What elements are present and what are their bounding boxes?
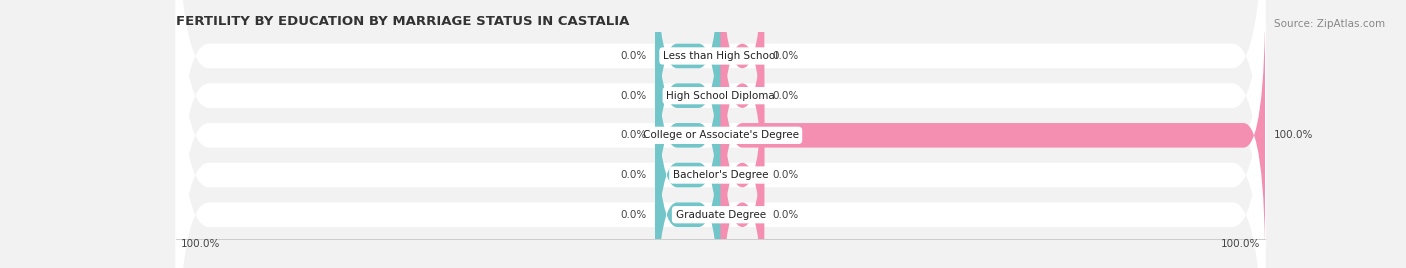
Text: College or Associate's Degree: College or Associate's Degree — [643, 130, 799, 140]
Text: 100.0%: 100.0% — [181, 239, 221, 249]
FancyBboxPatch shape — [721, 68, 765, 268]
Text: 100.0%: 100.0% — [1274, 130, 1313, 140]
FancyBboxPatch shape — [655, 0, 721, 242]
Text: 0.0%: 0.0% — [621, 130, 647, 140]
Text: 0.0%: 0.0% — [772, 91, 799, 101]
Text: 0.0%: 0.0% — [621, 210, 647, 220]
Text: Bachelor's Degree: Bachelor's Degree — [673, 170, 768, 180]
Text: High School Diploma: High School Diploma — [666, 91, 775, 101]
Text: 0.0%: 0.0% — [772, 210, 799, 220]
FancyBboxPatch shape — [721, 29, 765, 268]
FancyBboxPatch shape — [655, 0, 721, 202]
FancyBboxPatch shape — [655, 0, 721, 268]
FancyBboxPatch shape — [176, 0, 1265, 268]
FancyBboxPatch shape — [176, 0, 1265, 268]
FancyBboxPatch shape — [655, 29, 721, 268]
Text: Graduate Degree: Graduate Degree — [675, 210, 766, 220]
Text: 100.0%: 100.0% — [1220, 239, 1260, 249]
Text: FERTILITY BY EDUCATION BY MARRIAGE STATUS IN CASTALIA: FERTILITY BY EDUCATION BY MARRIAGE STATU… — [176, 15, 628, 28]
FancyBboxPatch shape — [176, 0, 1265, 268]
Text: 0.0%: 0.0% — [772, 51, 799, 61]
Text: 0.0%: 0.0% — [621, 170, 647, 180]
FancyBboxPatch shape — [721, 0, 765, 202]
Text: Less than High School: Less than High School — [664, 51, 778, 61]
FancyBboxPatch shape — [655, 68, 721, 268]
FancyBboxPatch shape — [721, 0, 765, 242]
Text: 0.0%: 0.0% — [772, 170, 799, 180]
FancyBboxPatch shape — [721, 0, 1265, 268]
FancyBboxPatch shape — [176, 0, 1265, 268]
Text: Source: ZipAtlas.com: Source: ZipAtlas.com — [1274, 19, 1385, 29]
Text: 0.0%: 0.0% — [621, 91, 647, 101]
FancyBboxPatch shape — [176, 0, 1265, 268]
Text: 0.0%: 0.0% — [621, 51, 647, 61]
